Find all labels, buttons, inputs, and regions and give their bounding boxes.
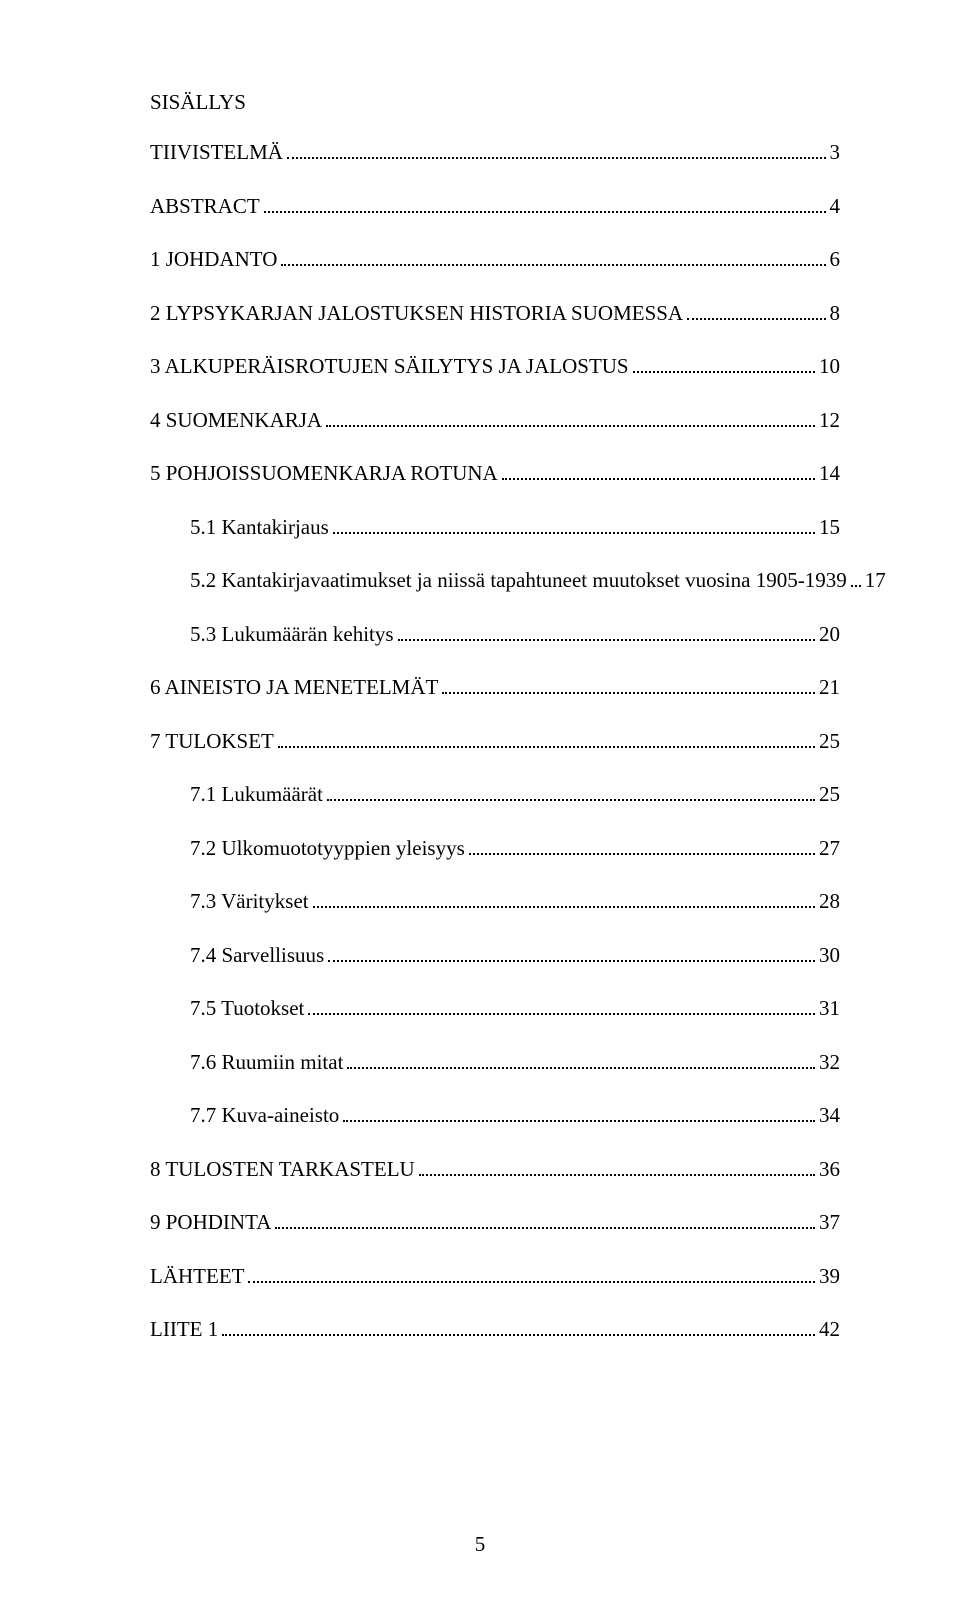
toc-entry: 7.3 Väritykset 28 [150, 886, 840, 918]
toc-entry-page: 4 [830, 191, 841, 223]
toc-entry-page: 12 [819, 405, 840, 437]
toc-entry-page: 31 [819, 993, 840, 1025]
toc-entry-page: 28 [819, 886, 840, 918]
toc-entry-page: 36 [819, 1154, 840, 1186]
toc-entry: 8 TULOSTEN TARKASTELU 36 [150, 1154, 840, 1186]
toc-entry-page: 37 [819, 1207, 840, 1239]
toc-entry-page: 17 [865, 565, 886, 597]
toc-entry-label: 5.1 Kantakirjaus [190, 512, 329, 544]
toc-leader-dots [502, 478, 815, 480]
toc-entry-page: 39 [819, 1261, 840, 1293]
toc-entry-page: 32 [819, 1047, 840, 1079]
toc-entry-page: 21 [819, 672, 840, 704]
toc-entry-label: 4 SUOMENKARJA [150, 405, 322, 437]
toc-entry: LÄHTEET 39 [150, 1261, 840, 1293]
toc-entry-label: 6 AINEISTO JA MENETELMÄT [150, 672, 438, 704]
toc-entry: 7.4 Sarvellisuus 30 [150, 940, 840, 972]
toc-leader-dots [264, 211, 826, 213]
toc-leader-dots [442, 692, 815, 694]
toc-leader-dots [327, 799, 815, 801]
toc-entry-label: 7.4 Sarvellisuus [190, 940, 324, 972]
toc-leader-dots [633, 371, 815, 373]
toc-leader-dots [222, 1334, 815, 1336]
toc-entry-label: 9 POHDINTA [150, 1207, 271, 1239]
toc-leader-dots [248, 1281, 815, 1283]
toc-entry-page: 6 [830, 244, 841, 276]
toc-entry-label: 3 ALKUPERÄISROTUJEN SÄILYTYS JA JALOSTUS [150, 351, 629, 383]
toc-entry-page: 3 [830, 137, 841, 169]
toc-entry: 3 ALKUPERÄISROTUJEN SÄILYTYS JA JALOSTUS… [150, 351, 840, 383]
toc-entry-page: 34 [819, 1100, 840, 1132]
toc-entry-label: 5 POHJOISSUOMENKARJA ROTUNA [150, 458, 498, 490]
toc-entry: TIIVISTELMÄ 3 [150, 137, 840, 169]
toc-entry-label: TIIVISTELMÄ [150, 137, 283, 169]
toc-entry: 6 AINEISTO JA MENETELMÄT 21 [150, 672, 840, 704]
toc-entry-label: 7.7 Kuva-aineisto [190, 1100, 339, 1132]
page-number: 5 [0, 1532, 960, 1557]
toc-entry: 1 JOHDANTO 6 [150, 244, 840, 276]
toc-entry-page: 30 [819, 940, 840, 972]
toc-entry: 9 POHDINTA 37 [150, 1207, 840, 1239]
toc-leader-dots [347, 1067, 815, 1069]
toc-leader-dots [287, 157, 826, 159]
toc-entry: 7.1 Lukumäärät 25 [150, 779, 840, 811]
toc-leader-dots [398, 639, 815, 641]
toc-entry-page: 25 [819, 779, 840, 811]
toc-entry: ABSTRACT 4 [150, 191, 840, 223]
toc-entry-label: 5.2 Kantakirjavaatimukset ja niissä tapa… [190, 565, 847, 597]
toc-entry-page: 10 [819, 351, 840, 383]
toc-entry-label: 7.6 Ruumiin mitat [190, 1047, 343, 1079]
toc-entry: 4 SUOMENKARJA 12 [150, 405, 840, 437]
toc-entry-page: 27 [819, 833, 840, 865]
toc-entry-label: LÄHTEET [150, 1261, 244, 1293]
toc-entry: 7.6 Ruumiin mitat 32 [150, 1047, 840, 1079]
toc-entry-page: 20 [819, 619, 840, 651]
toc-entry: 2 LYPSYKARJAN JALOSTUKSEN HISTORIA SUOME… [150, 298, 840, 330]
toc-leader-dots [281, 264, 825, 266]
toc-entry: 7.2 Ulkomuototyyppien yleisyys 27 [150, 833, 840, 865]
toc-leader-dots [313, 906, 815, 908]
toc-entry-page: 42 [819, 1314, 840, 1346]
toc-entry-label: 5.3 Lukumäärän kehitys [190, 619, 394, 651]
toc-leader-dots [328, 960, 815, 962]
toc-entry-label: 8 TULOSTEN TARKASTELU [150, 1154, 415, 1186]
toc-entry-label: 7.5 Tuotokset [190, 993, 304, 1025]
toc-leader-dots [469, 853, 815, 855]
toc-heading: SISÄLLYS [150, 90, 840, 115]
table-of-contents: TIIVISTELMÄ 3 ABSTRACT 4 1 JOHDANTO 6 2 LYPSYK… [150, 137, 840, 1346]
toc-leader-dots [687, 318, 825, 320]
toc-entry-label: 7.2 Ulkomuototyyppien yleisyys [190, 833, 465, 865]
toc-leader-dots [419, 1174, 815, 1176]
toc-entry: 5.3 Lukumäärän kehitys 20 [150, 619, 840, 651]
toc-leader-dots [851, 585, 861, 587]
toc-entry-page: 8 [830, 298, 841, 330]
toc-entry-label: 7.1 Lukumäärät [190, 779, 323, 811]
toc-entry: 7.5 Tuotokset 31 [150, 993, 840, 1025]
toc-entry: LIITE 1 42 [150, 1314, 840, 1346]
toc-entry-page: 15 [819, 512, 840, 544]
toc-entry-label: 2 LYPSYKARJAN JALOSTUKSEN HISTORIA SUOME… [150, 298, 683, 330]
toc-entry-label: 7 TULOKSET [150, 726, 274, 758]
toc-leader-dots [275, 1227, 815, 1229]
toc-leader-dots [333, 532, 815, 534]
toc-leader-dots [343, 1120, 815, 1122]
toc-entry-label: 1 JOHDANTO [150, 244, 277, 276]
toc-entry: 7 TULOKSET 25 [150, 726, 840, 758]
toc-entry: 5.2 Kantakirjavaatimukset ja niissä tapa… [150, 565, 840, 597]
toc-entry-page: 14 [819, 458, 840, 490]
toc-entry-label: 7.3 Väritykset [190, 886, 309, 918]
toc-entry: 5 POHJOISSUOMENKARJA ROTUNA 14 [150, 458, 840, 490]
toc-entry-page: 25 [819, 726, 840, 758]
toc-entry-label: LIITE 1 [150, 1314, 218, 1346]
toc-leader-dots [278, 746, 815, 748]
toc-leader-dots [308, 1013, 815, 1015]
toc-entry-label: ABSTRACT [150, 191, 260, 223]
toc-leader-dots [326, 425, 815, 427]
toc-entry: 7.7 Kuva-aineisto 34 [150, 1100, 840, 1132]
toc-entry: 5.1 Kantakirjaus 15 [150, 512, 840, 544]
